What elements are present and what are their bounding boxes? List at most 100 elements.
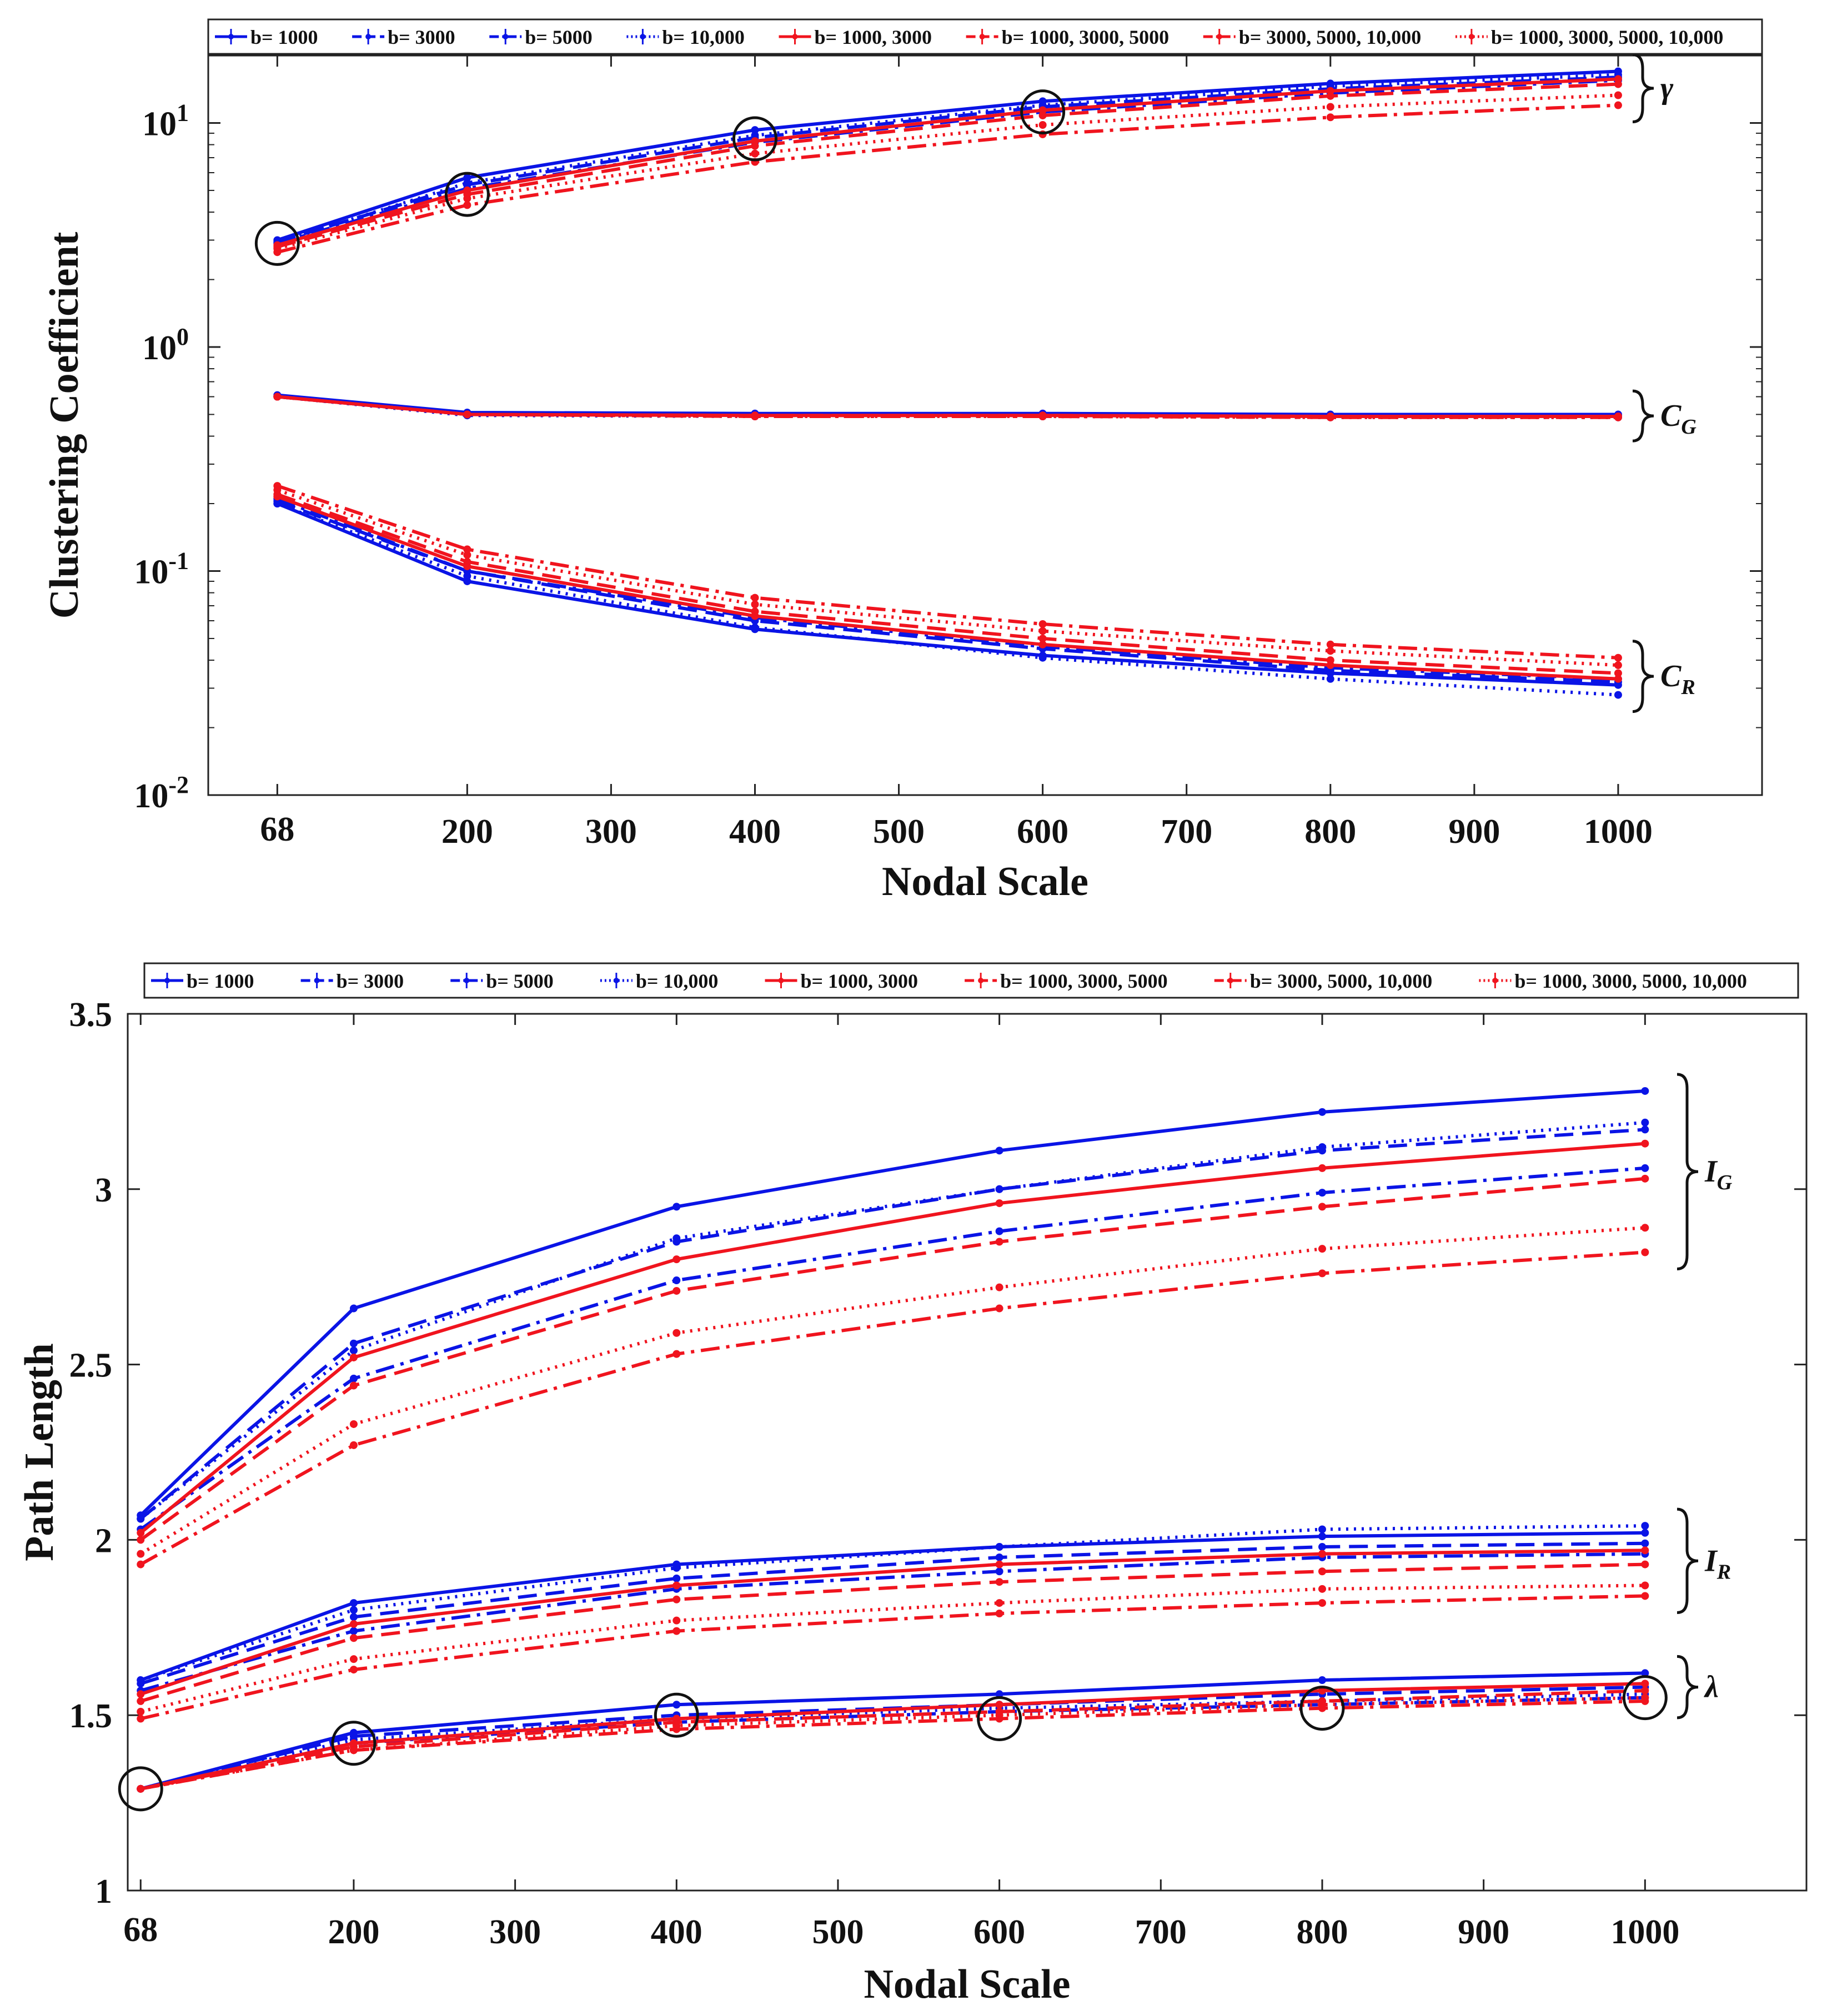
data-point [273, 486, 282, 494]
legend-marker [640, 34, 646, 39]
data-point [995, 1701, 1003, 1709]
data-point [349, 1374, 358, 1382]
data-point [463, 551, 471, 559]
data-point [995, 1567, 1003, 1576]
series-line [139, 1177, 1645, 1541]
data-point [1318, 1108, 1326, 1116]
data-point [1318, 1532, 1326, 1541]
data-point [137, 1707, 145, 1716]
legend-label: b= 1000, 3000, 5000, 10,000 [1514, 970, 1747, 992]
data-point [1038, 627, 1047, 635]
data-point [995, 1185, 1003, 1193]
data-point [463, 201, 471, 209]
data-point [751, 131, 759, 139]
data-point [672, 1701, 681, 1709]
series-line [140, 1688, 1645, 1791]
x-tick-label: 1000 [1610, 1913, 1679, 1951]
legend-label: b= 1000, 3000 [801, 970, 919, 992]
x-tick-label: 900 [1458, 1913, 1509, 1951]
x-tick-label: 200 [328, 1913, 379, 1951]
legend-marker [778, 978, 784, 983]
data-point [751, 126, 759, 134]
y-tick-label: 1.5 [69, 1697, 113, 1735]
data-point [1641, 1224, 1649, 1232]
legend-marker [1216, 34, 1222, 39]
data-point [672, 1286, 681, 1295]
legend: b= 1000 b= 3000 b= 5000 b= 10,000 b= 1000, 3… [207, 18, 1763, 55]
data-point [1614, 675, 1622, 683]
data-point [751, 412, 759, 420]
legend-marker [464, 978, 470, 983]
y-tick-label: 3.5 [69, 996, 113, 1034]
data-point [672, 1203, 681, 1211]
data-point [1326, 413, 1334, 421]
series-line [140, 1583, 1645, 1713]
data-point [672, 1595, 681, 1603]
data-point [1038, 640, 1047, 648]
data-point [995, 1283, 1003, 1291]
data-point [1038, 121, 1047, 129]
legend-marker [1468, 34, 1474, 39]
data-point [1318, 1550, 1326, 1558]
y-tick-label: 2 [95, 1522, 112, 1560]
data-point [672, 1627, 681, 1635]
legend-marker [228, 34, 234, 39]
data-point [1614, 413, 1622, 421]
data-point [1614, 691, 1622, 699]
y-tick-label: 100 [142, 323, 189, 367]
data-point [1641, 1680, 1649, 1688]
data-point [751, 624, 759, 632]
series-group [137, 1087, 1649, 1793]
data-point [672, 1350, 681, 1358]
data-point [672, 1276, 681, 1285]
data-point [672, 1234, 681, 1243]
series-line [140, 1531, 1645, 1682]
legend-label: b= 3000, 5000, 10,000 [1250, 970, 1433, 992]
highlight-circle [654, 1692, 699, 1738]
series-line [140, 1524, 1645, 1682]
data-point [1641, 1592, 1649, 1600]
legend-marker [979, 34, 985, 39]
data-point [995, 1610, 1003, 1618]
data-point [1326, 92, 1334, 100]
series-line [277, 69, 1619, 242]
data-point [1641, 1164, 1649, 1172]
data-point [995, 1238, 1003, 1246]
x-tick-label: 600 [973, 1913, 1025, 1951]
legend-marker [978, 978, 984, 983]
data-point [1318, 1701, 1326, 1709]
data-point [672, 1616, 681, 1625]
path-length-chart: 68 200 300 400 500 600 700 800 900 1000 1 1.5 2 2.5 3 3… [17, 962, 1808, 2007]
series-line [277, 502, 1619, 687]
series-line [277, 103, 1619, 254]
highlight-circle [118, 1766, 163, 1812]
data-point [1641, 1529, 1649, 1537]
group-label: CR [1660, 659, 1695, 699]
series-line [140, 1685, 1645, 1791]
x-tick-label: 600 [1017, 813, 1068, 851]
series-line [277, 78, 1619, 245]
data-point [137, 1536, 145, 1544]
series-line [277, 82, 1619, 249]
y-tick-label: 1 [95, 1873, 112, 1911]
series-line [277, 502, 1619, 697]
data-point [349, 1634, 358, 1642]
data-point [1326, 647, 1334, 655]
data-point [995, 1578, 1003, 1586]
data-point [1641, 1522, 1649, 1530]
y-tick-label: 10-2 [134, 771, 189, 815]
data-point [1614, 80, 1622, 88]
series-line [139, 1089, 1645, 1517]
series-line [139, 1226, 1645, 1556]
y-tick-label: 3 [95, 1172, 112, 1209]
data-point [137, 1697, 145, 1705]
data-point [349, 1304, 358, 1313]
data-point [273, 500, 282, 508]
series-line [140, 1549, 1645, 1696]
series-line [140, 1671, 1645, 1791]
legend-marker [164, 978, 170, 983]
data-point [1038, 412, 1047, 420]
legend-label: b= 5000 [486, 970, 554, 992]
data-point [1318, 1269, 1326, 1278]
